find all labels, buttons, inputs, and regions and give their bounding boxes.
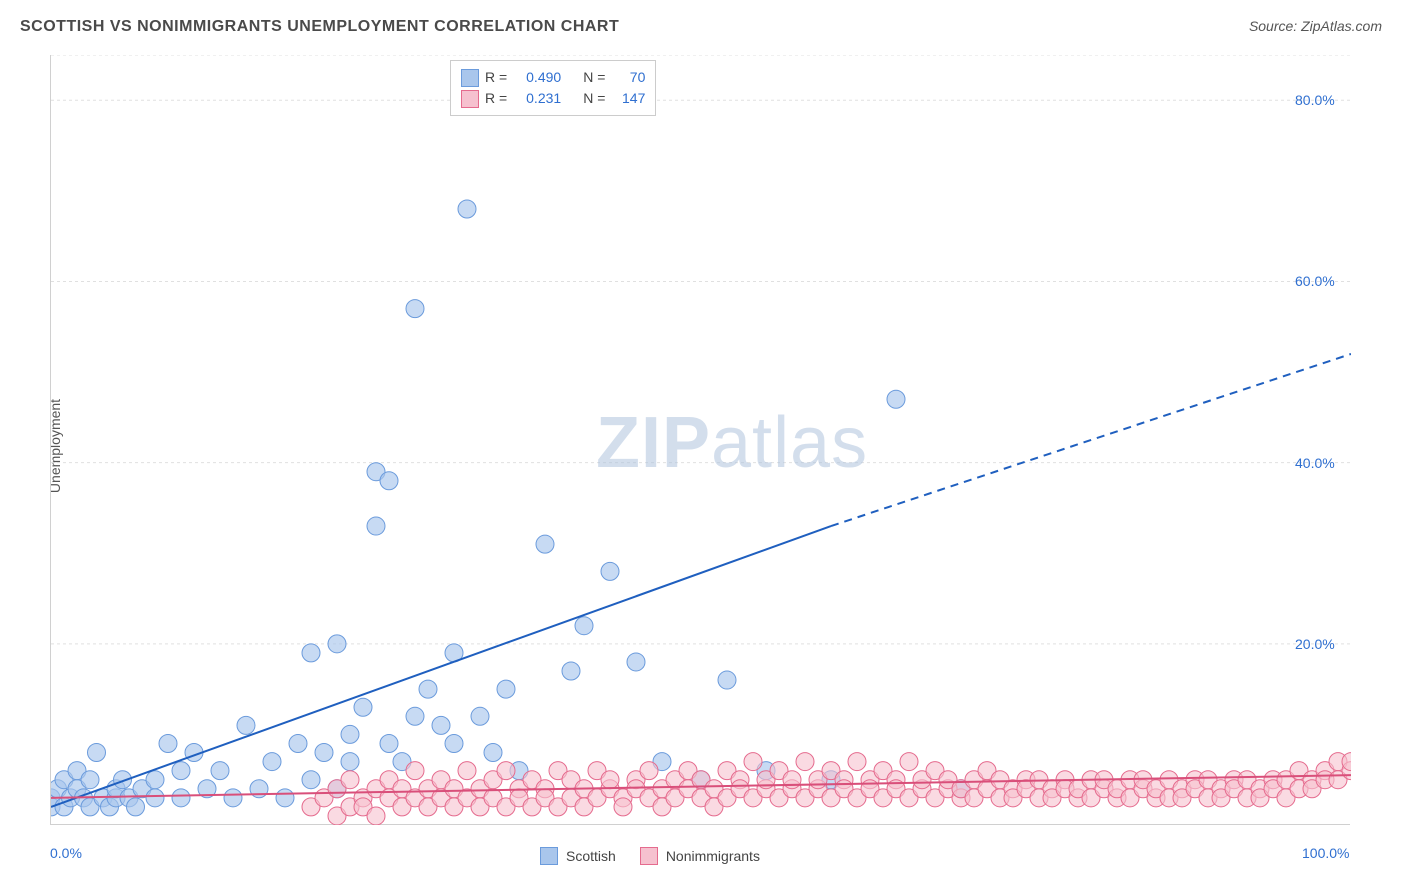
y-tick-label: 60.0% bbox=[1295, 273, 1335, 289]
y-tick-label: 40.0% bbox=[1295, 455, 1335, 471]
legend-swatch bbox=[540, 847, 558, 865]
legend-item: Nonimmigrants bbox=[640, 847, 760, 865]
stats-row: R = 0.490 N = 70 bbox=[461, 67, 645, 88]
legend-bottom: Scottish Nonimmigrants bbox=[540, 847, 760, 865]
legend-swatch bbox=[461, 69, 479, 87]
stat-n-label: N = bbox=[583, 88, 605, 109]
legend-label: Nonimmigrants bbox=[666, 848, 760, 864]
source-label: Source: ZipAtlas.com bbox=[1249, 18, 1382, 34]
stats-row: R = 0.231 N = 147 bbox=[461, 88, 645, 109]
legend-swatch bbox=[461, 90, 479, 108]
title-row: SCOTTISH VS NONIMMIGRANTS UNEMPLOYMENT C… bbox=[20, 18, 1386, 48]
stat-n-value: 147 bbox=[611, 88, 645, 109]
x-tick-label: 0.0% bbox=[50, 845, 82, 861]
stat-n-value: 70 bbox=[611, 67, 645, 88]
stat-r-label: R = bbox=[485, 88, 507, 109]
stat-r-label: R = bbox=[485, 67, 507, 88]
y-tick-label: 80.0% bbox=[1295, 92, 1335, 108]
chart-title: SCOTTISH VS NONIMMIGRANTS UNEMPLOYMENT C… bbox=[20, 18, 619, 35]
legend-swatch bbox=[640, 847, 658, 865]
y-tick-label: 20.0% bbox=[1295, 636, 1335, 652]
x-tick-label: 100.0% bbox=[1302, 845, 1349, 861]
stats-legend-box: R = 0.490 N = 70 R = 0.231 N = 147 bbox=[450, 60, 656, 116]
plot-area bbox=[50, 55, 1350, 825]
legend-item: Scottish bbox=[540, 847, 616, 865]
stat-r-value: 0.231 bbox=[513, 88, 561, 109]
chart-container: SCOTTISH VS NONIMMIGRANTS UNEMPLOYMENT C… bbox=[0, 0, 1406, 892]
legend-label: Scottish bbox=[566, 848, 616, 864]
stat-r-value: 0.490 bbox=[513, 67, 561, 88]
stat-n-label: N = bbox=[583, 67, 605, 88]
